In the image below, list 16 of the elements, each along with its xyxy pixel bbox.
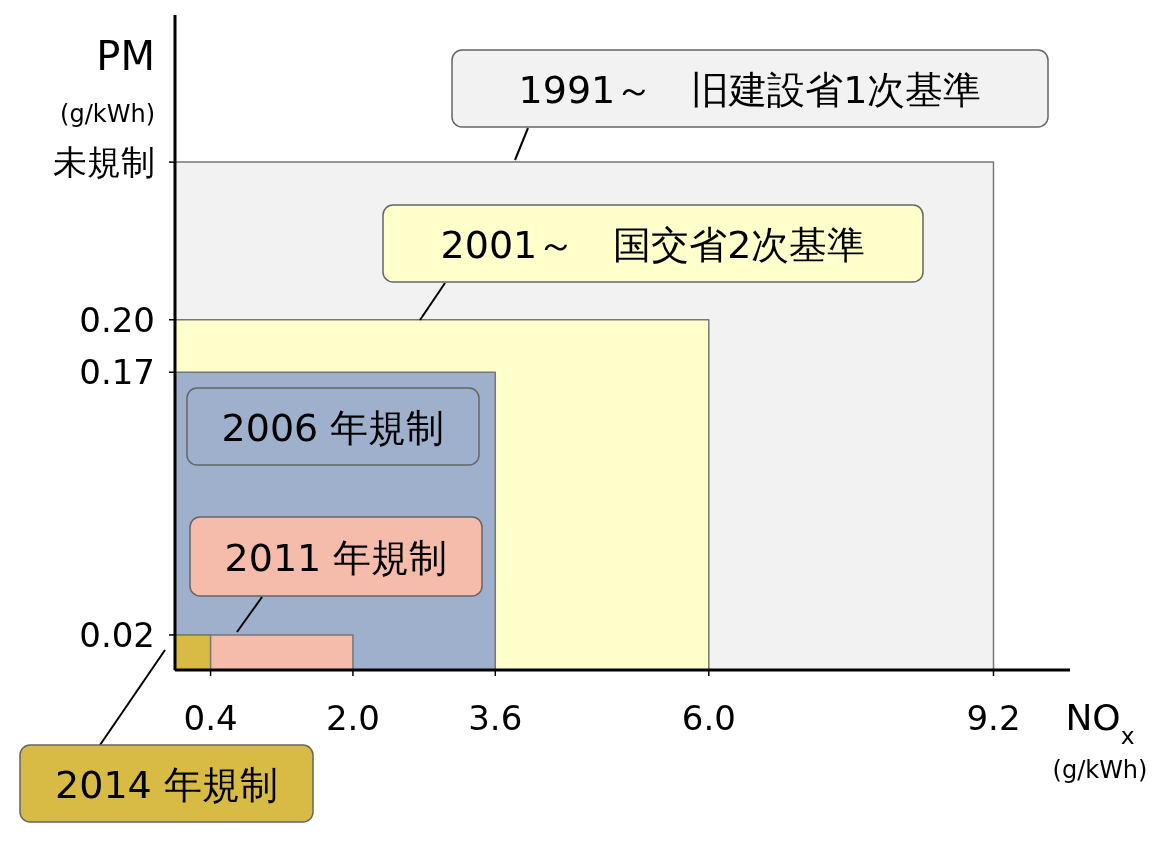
- series-label: 2001～ 国交省2次基準: [440, 222, 866, 267]
- x-tick-label: 2.0: [325, 698, 380, 738]
- series-label: 2011 年規制: [224, 535, 448, 580]
- x-axis-title: NO$_{x}$ (g/kWh): [1052, 697, 1148, 784]
- y-axis-title: PM (g/kWh): [60, 33, 155, 128]
- y-tick-label: 0.20: [79, 299, 155, 340]
- y-tick-label: 未規制: [53, 142, 155, 183]
- x-tick-label: 9.2: [966, 698, 1021, 738]
- series-label: 2006 年規制: [221, 405, 445, 450]
- text: 2014 年規制: [55, 762, 278, 807]
- x-tick-label: 6.0: [681, 698, 736, 738]
- series-label: 1991～ 旧建設省1次基準: [518, 67, 982, 112]
- y-tick-label: 0.02: [79, 614, 155, 655]
- x-tick-label: 3.6: [468, 698, 523, 738]
- y-tick-label: 0.17: [79, 352, 155, 393]
- x-tick-label: 0.4: [183, 698, 238, 738]
